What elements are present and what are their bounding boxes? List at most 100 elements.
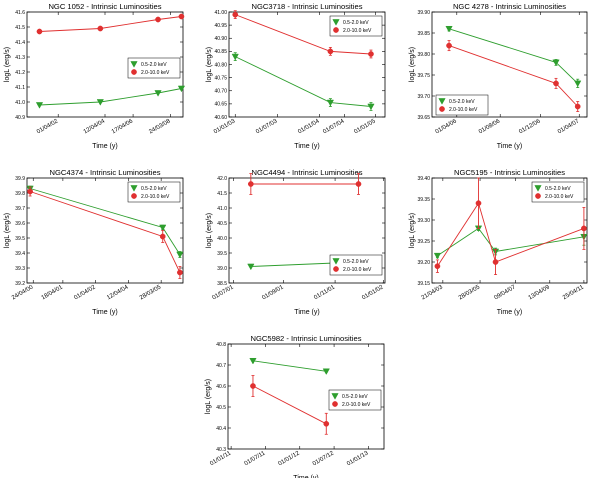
x-tick-label: 01/08/06 [478, 118, 502, 135]
y-axis-label: logL (erg/s) [4, 47, 11, 82]
y-tick-label: 40.85 [214, 49, 227, 55]
series-soft-band [445, 25, 582, 88]
x-tick-label: 01/01/02 [361, 284, 385, 301]
legend-marker-triangle [534, 185, 542, 192]
y-tick-label: 40.95 [214, 23, 227, 29]
x-tick-label: 01/11/01 [313, 284, 336, 301]
legend-box [127, 181, 181, 203]
data-point-triangle [552, 59, 560, 67]
x-tick-label: 09/04/07 [493, 284, 517, 301]
data-point-circle [574, 103, 581, 110]
data-point-circle [27, 188, 33, 195]
y-axis-label: logL (erg/s) [4, 213, 11, 248]
legend-entry: 2.0-10.0 keV [342, 402, 371, 408]
legend-entry: 0.5-2.0 keV [141, 62, 167, 68]
x-tick-label: 01/09/01 [261, 284, 285, 301]
y-tick-label: 39.6 [15, 221, 25, 227]
chart-title: NGC3718 - Intrinsic Luminosities [252, 2, 363, 11]
x-tick-label: 28/03/05 [458, 284, 482, 301]
legend-entry: 0.5-2.0 keV [343, 20, 369, 26]
x-tick-label: 12/04/04 [106, 284, 130, 301]
x-axis-label: Time (y) [92, 309, 117, 316]
legend-entry: 2.0-10.0 keV [343, 28, 372, 34]
chart-title: NGC 4278 - Intrinsic Luminosities [453, 2, 566, 11]
y-tick-label: 40.9 [15, 115, 25, 121]
y-axis-label: logL (erg/s) [206, 47, 213, 82]
y-tick-label: 40.6 [216, 384, 226, 390]
chart-panel-4: NGC4374 - Intrinsic Luminosities 39.2 39.3… [4, 168, 184, 316]
data-point-circle [159, 233, 166, 240]
y-tick-label: 40.3 [216, 447, 226, 453]
y-tick-label: 41.5 [15, 25, 25, 31]
data-point-circle [97, 25, 104, 32]
data-point-circle [446, 42, 452, 49]
y-tick-label: 41.00 [214, 10, 227, 16]
y-tick-label: 40.8 [216, 342, 226, 348]
legend-box [329, 15, 383, 37]
x-tick-label: 17/04/06 [111, 118, 135, 135]
legend-entry: 0.5-2.0 keV [141, 186, 167, 192]
y-tick-label: 39.9 [15, 176, 25, 182]
legend-marker-triangle [130, 61, 138, 68]
x-axis-label: Time (y) [294, 309, 319, 316]
legend-entry: 2.0-10.0 keV [545, 194, 574, 200]
y-tick-label: 39.15 [417, 281, 430, 287]
series-line [39, 16, 182, 32]
legend-marker-triangle [332, 19, 340, 26]
legend: 0.5-2.0 keV 2.0-10.0 keV [328, 389, 382, 411]
x-axis-label: Time (y) [294, 143, 319, 150]
data-point-circle [178, 13, 185, 20]
y-tick-label: 39.80 [417, 52, 430, 58]
y-tick-label: 40.4 [216, 426, 226, 432]
y-tick-label: 39.3 [15, 266, 25, 272]
y-tick-label: 39.20 [417, 260, 430, 266]
y-tick-label: 42.0 [217, 176, 227, 182]
y-tick-label: 38.5 [217, 281, 227, 287]
legend-entry: 0.5-2.0 keV [449, 99, 475, 105]
legend: 0.5-2.0 keV 2.0-10.0 keV [435, 94, 489, 116]
legend-marker-circle [439, 106, 445, 112]
chart-panel-6: NGC5195 - Intrinsic Luminosities 39.15 39.… [409, 168, 588, 316]
legend-marker-circle [131, 69, 137, 75]
y-tick-label: 39.8 [15, 191, 25, 197]
chart-panel-3: NGC 4278 - Intrinsic Luminosities 39.65 39… [409, 2, 588, 150]
x-tick-label: 13/04/09 [528, 284, 552, 301]
series-soft-band [231, 52, 375, 111]
series-hard-band [250, 375, 330, 435]
y-tick-label: 39.7 [15, 206, 25, 212]
y-tick-label: 39.30 [417, 218, 430, 224]
x-tick-label: 01/04/02 [73, 284, 97, 301]
series-line [252, 360, 327, 372]
legend: 0.5-2.0 keV 2.0-10.0 keV [329, 15, 383, 37]
x-axis-label: Time (y) [293, 475, 318, 478]
y-tick-label: 39.65 [417, 115, 430, 121]
x-tick-label: 01/04/07 [557, 118, 581, 135]
y-tick-label: 39.25 [417, 239, 430, 245]
series-hard-band [434, 177, 587, 276]
legend-box [329, 254, 383, 276]
y-tick-label: 39.5 [15, 236, 25, 242]
data-point-circle [232, 11, 239, 18]
data-point-triangle [433, 252, 442, 260]
x-tick-label: 01/01/13 [346, 450, 370, 467]
y-tick-label: 40.75 [214, 75, 227, 81]
y-tick-label: 41.6 [15, 10, 25, 16]
x-tick-label: 25/04/11 [562, 284, 585, 301]
y-tick-label: 39.85 [417, 31, 430, 37]
y-tick-label: 40.5 [217, 221, 227, 227]
legend-box [531, 181, 585, 203]
data-point-circle [355, 181, 362, 187]
legend-box [435, 94, 489, 116]
data-point-triangle [177, 85, 186, 93]
y-axis-label: logL (erg/s) [206, 213, 213, 248]
chart-title: NGC5195 - Intrinsic Luminosities [454, 168, 565, 177]
x-tick-label: 01/04/02 [36, 118, 60, 135]
legend-entry: 2.0-10.0 keV [141, 194, 170, 200]
y-tick-label: 40.60 [214, 115, 227, 121]
y-tick-label: 39.5 [217, 251, 227, 257]
y-tick-label: 39.75 [417, 73, 430, 79]
y-axis-label: logL (erg/s) [409, 47, 416, 82]
y-tick-label: 39.4 [15, 251, 25, 257]
series-line [39, 88, 182, 106]
